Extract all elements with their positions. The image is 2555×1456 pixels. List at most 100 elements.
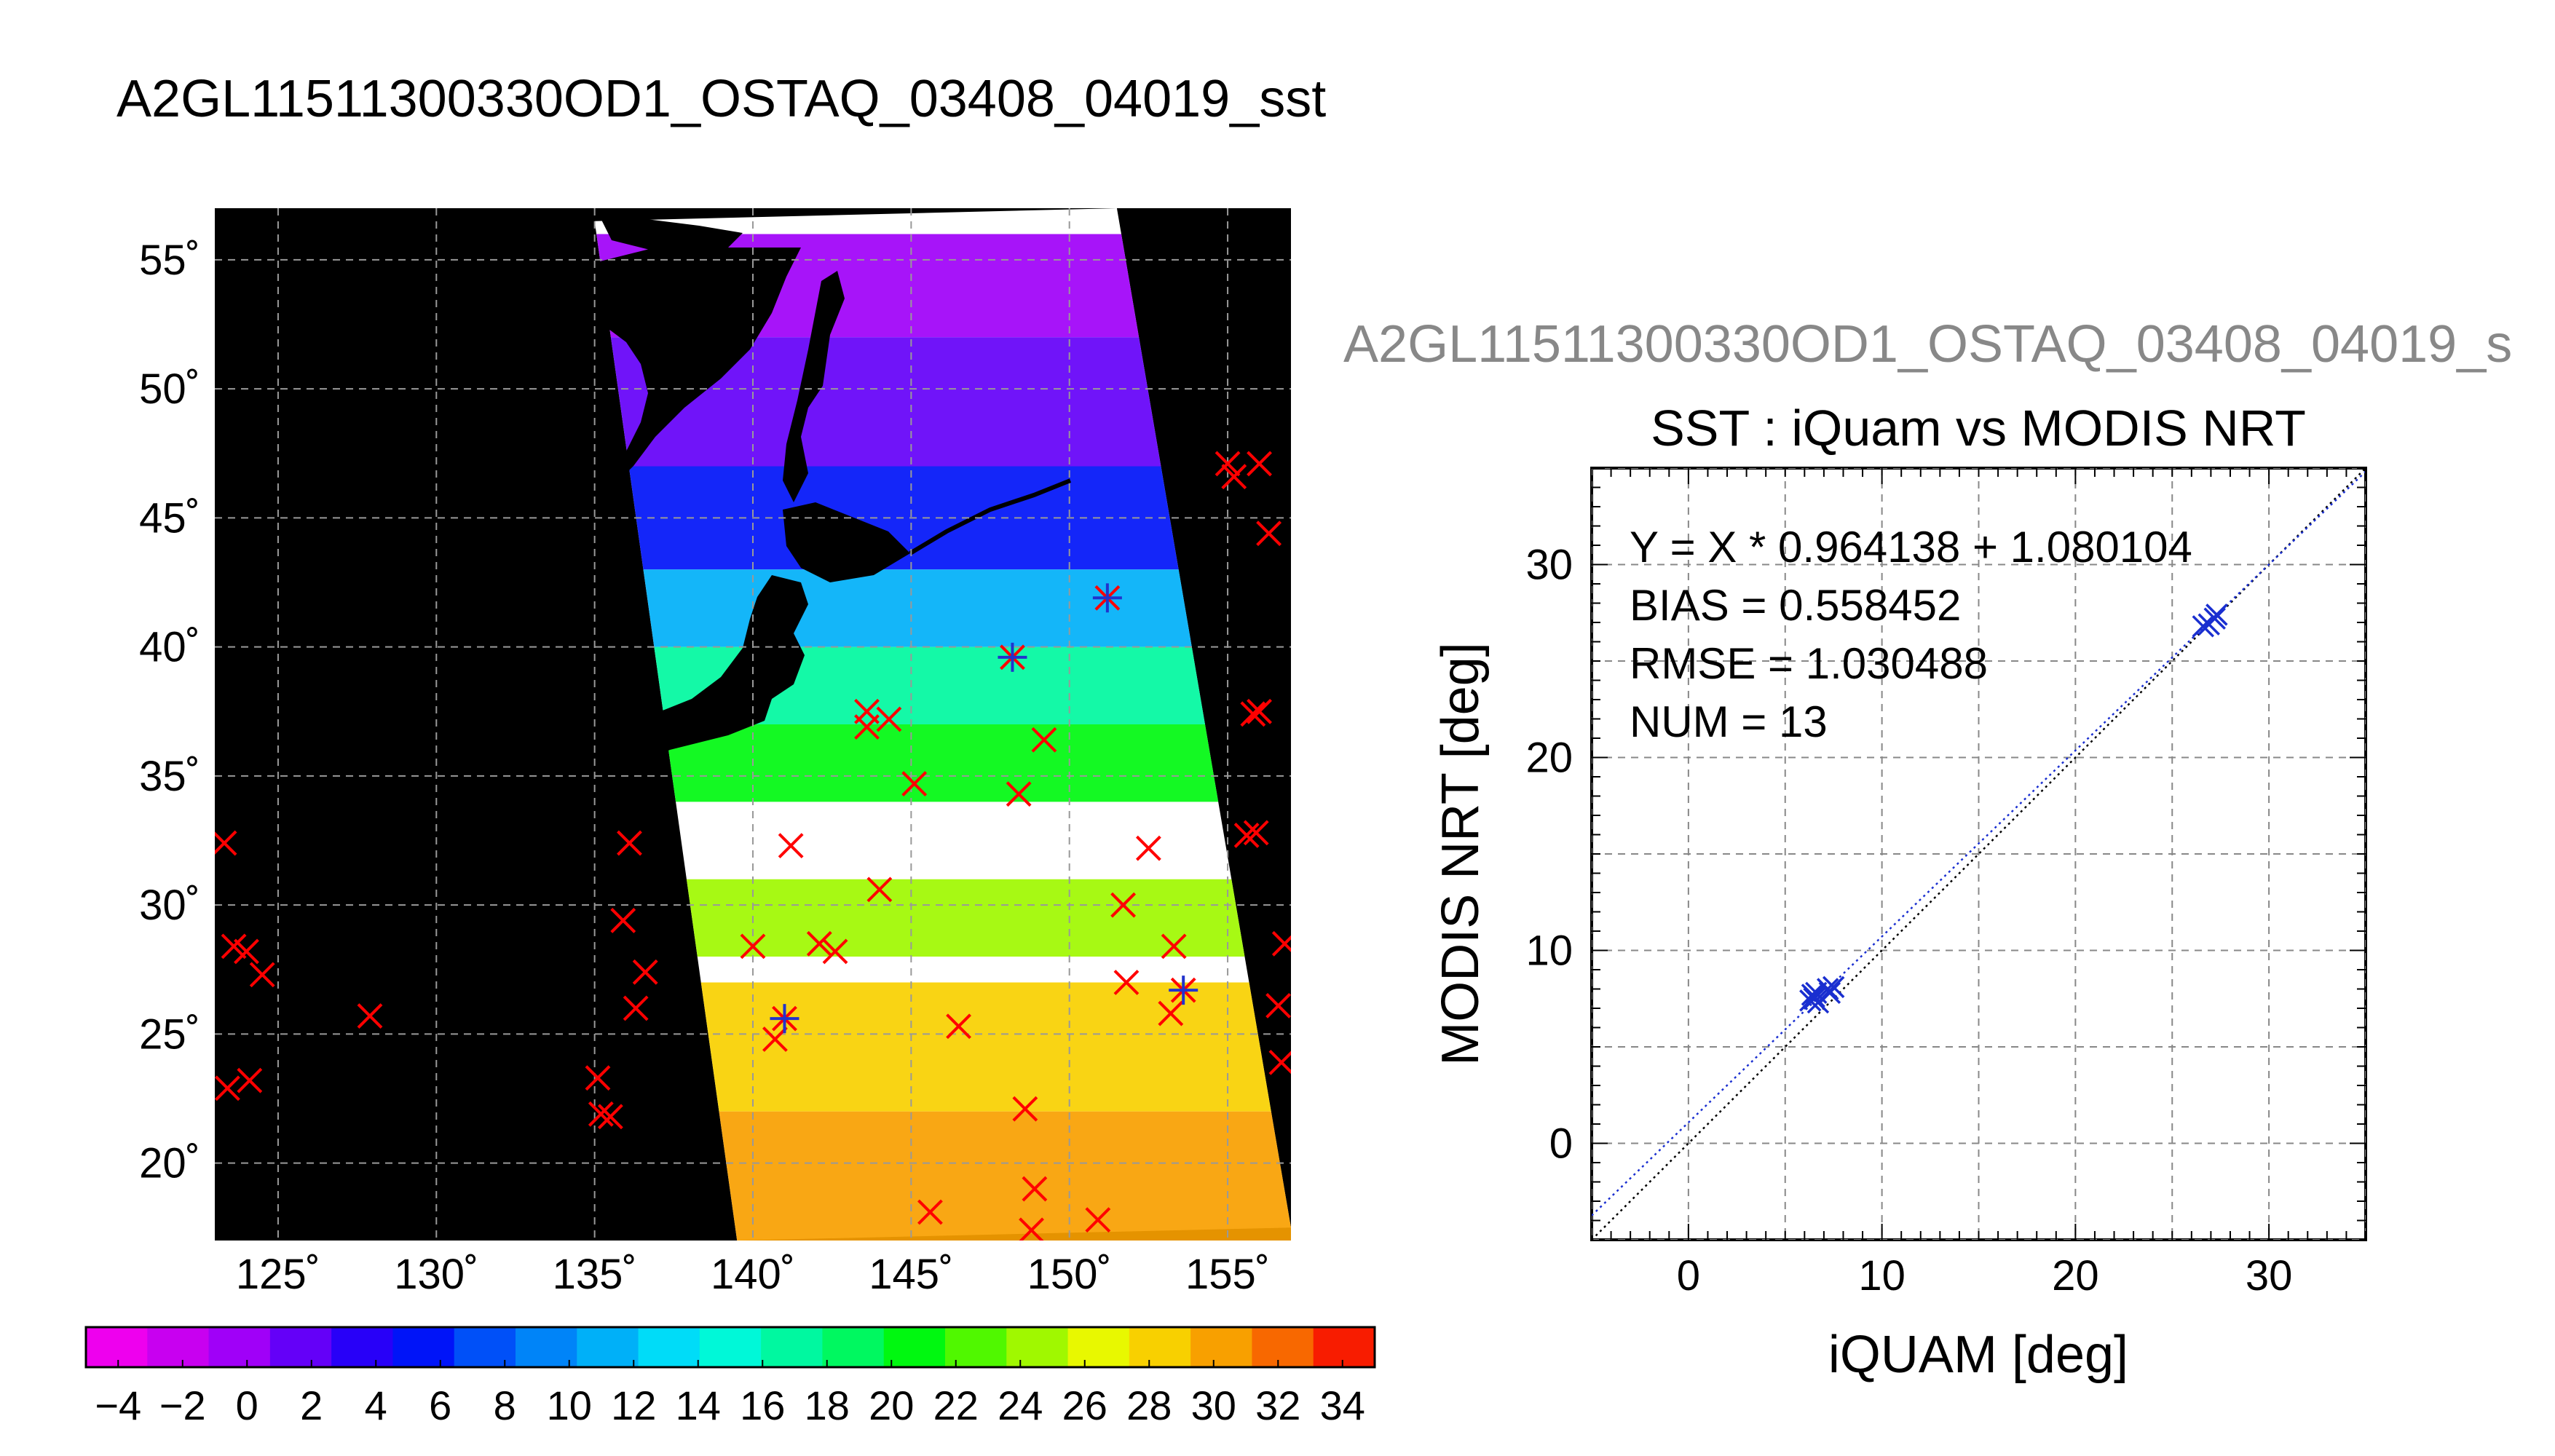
- point-stroke: [1803, 985, 1825, 1008]
- colorbar-tick-label: 2: [300, 1382, 323, 1428]
- map-y-tick-label: 55˚: [139, 237, 200, 284]
- colorbar-cell: [1313, 1327, 1375, 1367]
- point-stroke: [2203, 607, 2226, 630]
- colorbar-cell: [945, 1327, 1007, 1367]
- scatter-gridlines: [1592, 468, 2366, 1240]
- marker-stroke: [1019, 1217, 1044, 1241]
- marker-stroke: [1247, 698, 1272, 724]
- marker-stroke: [1247, 451, 1272, 477]
- scatter-x-tick-label: 20: [2052, 1252, 2099, 1299]
- scatter-point: [2192, 615, 2215, 638]
- scatter-y-tick-label: 10: [1525, 927, 1573, 975]
- colorbar-cell: [86, 1327, 148, 1367]
- iquam-marker-unmatched: [1113, 970, 1140, 995]
- sst-map-panel: 125˚ 130˚ 135˚ 140˚ 145˚ 150˚ 155˚ 20˚ 25˚ 30˚ 35˚…: [139, 208, 1291, 1298]
- iquam-marker-unmatched: [632, 959, 658, 985]
- colorbar-cell: [883, 1327, 946, 1367]
- colorbar-cell: [1190, 1327, 1252, 1367]
- iquam-marker-unmatched: [597, 1104, 623, 1130]
- iquam-marker-unmatched: [1161, 933, 1187, 960]
- landmass-north: [597, 211, 743, 251]
- colorbar-cells: [86, 1327, 1375, 1367]
- colorbar-frame: [84, 1326, 1376, 1369]
- iquam-marker-unmatched: [1268, 1049, 1291, 1075]
- iquam-marker-unmatched: [1215, 451, 1241, 477]
- iquam-marker-unmatched: [1085, 1207, 1111, 1233]
- iquam-marker-matched: [998, 642, 1027, 672]
- iquam-marker-matched: [1169, 976, 1198, 1005]
- colorbar-cell: [392, 1327, 455, 1367]
- iquam-marker-unmatched: [806, 930, 832, 957]
- marker-stroke: [234, 938, 259, 965]
- scatter-point: [1822, 976, 1845, 999]
- iquam-marker-unmatched: [762, 1026, 788, 1052]
- colorbar-tick-label: 30: [1191, 1382, 1236, 1428]
- colorbar-tick-label: −4: [95, 1382, 141, 1428]
- scatter-stat-line: Y = X * 0.964138 + 1.080104: [1630, 523, 2192, 571]
- iquam-marker-unmatched: [1240, 701, 1266, 727]
- scatter-stats: Y = X * 0.964138 + 1.080104 BIAS = 0.5584…: [1630, 523, 2192, 746]
- colorbar-cell: [331, 1327, 393, 1367]
- scatter-y-tick-label: 20: [1525, 735, 1573, 782]
- iquam-marker-unmatched: [357, 1003, 383, 1029]
- map-gridlines: [215, 208, 1291, 1241]
- colorbar-tick-label: 8: [494, 1382, 516, 1428]
- iquam-marker-unmatched: [610, 908, 636, 933]
- marker-stroke: [762, 1026, 788, 1052]
- scatter-point: [2203, 607, 2226, 630]
- map-x-tick-label: 150˚: [1027, 1251, 1112, 1298]
- marker-stroke: [901, 771, 928, 796]
- iquam-marker-unmatched: [623, 995, 649, 1021]
- land-masses: [443, 211, 1072, 772]
- marker-stroke: [1022, 1176, 1048, 1202]
- colorbar-cell: [1129, 1327, 1191, 1367]
- map-axis-ticks: 125˚ 130˚ 135˚ 140˚ 145˚ 150˚ 155˚ 20˚ 25˚ 30˚ 35˚…: [139, 237, 1270, 1298]
- iquam-marker-unmatched: [1271, 930, 1291, 957]
- sst-band-8: [719, 1111, 1291, 1241]
- marker-stroke: [249, 962, 275, 988]
- colorbar-tick-label: 28: [1126, 1382, 1172, 1428]
- landmass-asia: [443, 248, 801, 587]
- map-y-tick-label: 30˚: [139, 882, 200, 929]
- marker-stroke: [917, 1199, 943, 1225]
- marker-stroke: [1233, 823, 1260, 848]
- iquam-marker-unmatched: [1247, 451, 1272, 477]
- iquam-marker-unmatched: [215, 1075, 240, 1101]
- marker-stroke: [866, 877, 893, 903]
- map-x-tick-label: 130˚: [394, 1251, 478, 1298]
- marker-stroke: [585, 1065, 611, 1091]
- colorbar-cell: [1067, 1327, 1130, 1367]
- marker-stroke: [1256, 521, 1282, 547]
- marker-stroke: [1085, 1207, 1111, 1233]
- point-stroke: [1822, 976, 1845, 999]
- sst-band-3: [643, 569, 1192, 647]
- map-x-tick-label: 135˚: [553, 1251, 637, 1298]
- iquam-marker-unmatched: [249, 962, 275, 988]
- scatter-points: [1799, 604, 2228, 1014]
- iquam-marker-unmatched: [876, 706, 902, 732]
- iquam-marker-unmatched: [1022, 1176, 1048, 1202]
- point-stroke: [1816, 978, 1839, 1000]
- iquam-markers: [215, 451, 1291, 1241]
- colorbar-cell: [761, 1327, 823, 1367]
- point-stroke: [2205, 604, 2228, 626]
- scatter-point: [1818, 981, 1841, 1005]
- marker-stroke: [1243, 820, 1269, 846]
- iquam-marker-unmatched: [585, 1065, 611, 1091]
- colorbar-cell: [638, 1327, 700, 1367]
- iquam-marker-unmatched: [1006, 781, 1032, 807]
- marker-stroke: [1110, 892, 1137, 918]
- marker-stroke: [822, 938, 848, 965]
- colorbar-tick-label: 12: [611, 1382, 656, 1428]
- marker-stroke: [1268, 1051, 1291, 1075]
- iquam-marker-unmatched: [946, 1013, 971, 1040]
- marker-stroke: [588, 1101, 614, 1127]
- figure-title: A2GL11511300330OD1_OSTAQ_03408_04019_sst: [117, 70, 1327, 128]
- sst-band-5: [665, 724, 1219, 802]
- marker-stroke: [946, 1013, 971, 1040]
- scatter-stat-line: RMSE = 1.030488: [1630, 639, 1988, 688]
- iquam-marker-unmatched: [1233, 823, 1260, 848]
- marker-stroke: [1215, 451, 1241, 477]
- marker-stroke: [1012, 1096, 1038, 1122]
- scatter-x-tick-label: 0: [1677, 1252, 1700, 1299]
